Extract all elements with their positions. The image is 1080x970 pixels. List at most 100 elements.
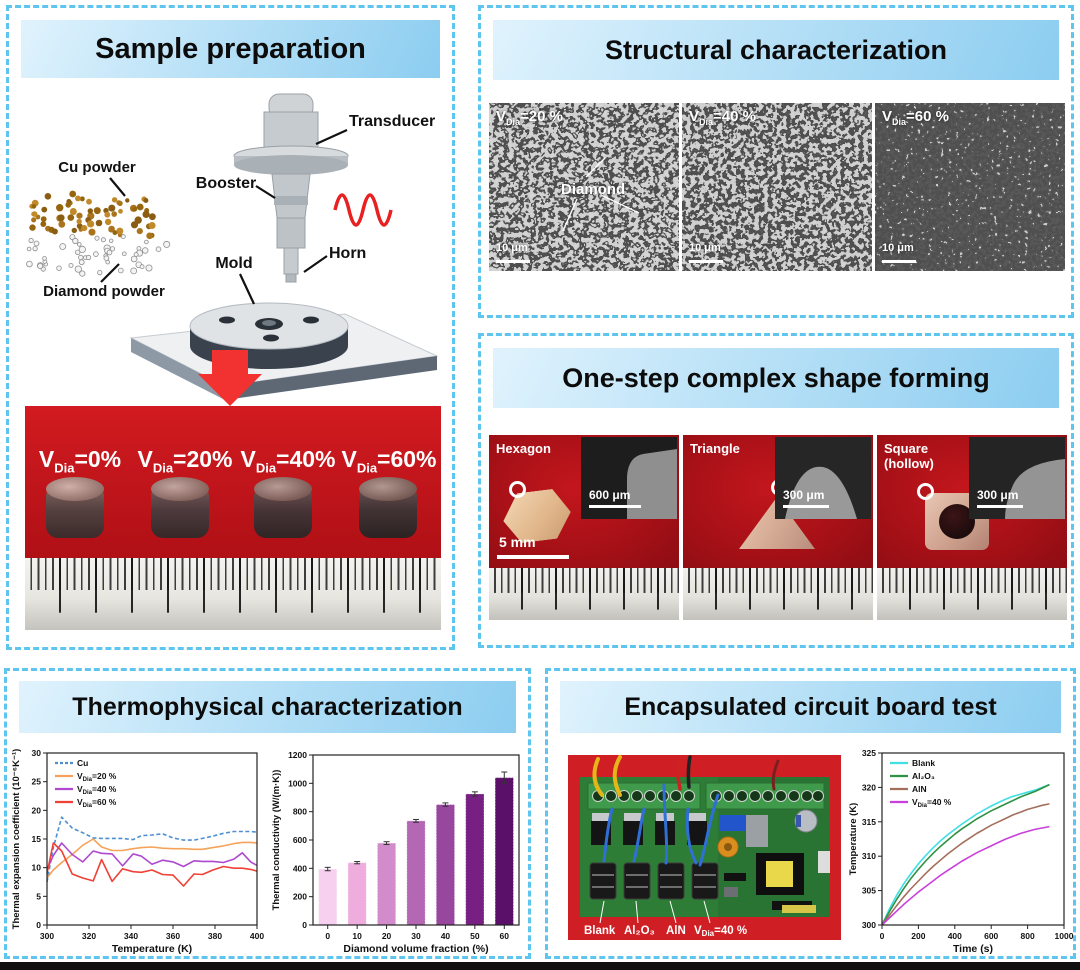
svg-text:325: 325 (862, 748, 876, 758)
sem-inset: 600 μm (581, 437, 677, 519)
svg-text:25: 25 (32, 777, 42, 787)
inset-scale-label: 300 μm (977, 488, 1018, 502)
svg-text:360: 360 (166, 931, 180, 941)
marker-ring-icon (509, 481, 526, 498)
board-temperature-chart: 0 200 400 600 800 1000 Blank Al₂O₃ AlN VDia=40 % 3… (846, 745, 1074, 957)
svg-text:380: 380 (208, 931, 222, 941)
svg-text:50: 50 (470, 931, 480, 941)
svg-text:1000: 1000 (1055, 931, 1074, 941)
svg-text:315: 315 (862, 817, 876, 827)
photo-background: 5 mm 600 μm Hexagon (489, 435, 679, 568)
ruler-photo (25, 558, 441, 630)
svg-text:300: 300 (40, 931, 54, 941)
svg-text:20: 20 (32, 805, 42, 815)
inset-image: 300 μm (775, 437, 871, 519)
mold-base (131, 303, 437, 400)
svg-text:30: 30 (32, 748, 42, 758)
label-diamond-powder: Diamond powder (43, 283, 165, 300)
panel-header: Structural characterization (493, 20, 1059, 80)
svg-text:200: 200 (911, 931, 925, 941)
svg-text:AlN: AlN (912, 784, 927, 794)
svg-text:600: 600 (984, 931, 998, 941)
svg-text:0: 0 (325, 931, 330, 941)
sample-label: VDia=0% (28, 446, 132, 476)
svg-text:800: 800 (1021, 931, 1035, 941)
panel-header: Sample preparation (21, 20, 440, 78)
svg-text:Thermal expansion coefficient: Thermal expansion coefficient (10⁻⁶K⁻¹) (11, 749, 22, 930)
sem-inset: 300 μm (775, 437, 871, 519)
shape-figure-hexagon: 5 mm 600 μm Hexagon (489, 435, 679, 620)
scale-bar (496, 260, 530, 263)
svg-text:Cu: Cu (77, 758, 88, 768)
inset-scale-label: 600 μm (589, 488, 630, 502)
shape-name: Square (hollow) (884, 441, 934, 471)
shape-name: Triangle (690, 441, 740, 456)
svg-text:0: 0 (880, 931, 885, 941)
cu-powder-dots (29, 191, 156, 240)
panel-title: Sample preparation (95, 33, 366, 66)
svg-text:0: 0 (302, 920, 307, 930)
svg-text:10: 10 (352, 931, 362, 941)
sem-inset: 300 μm (969, 437, 1065, 519)
sem-image-60pct: VDia=60 % 10 μm (875, 103, 1065, 271)
board-labels: Blank Al₂O₃ AlN VDia=40 % (584, 925, 747, 938)
photo-scale-label: 5 mm (499, 534, 536, 550)
inset-scale-bar (589, 505, 641, 508)
sample-cylinder (254, 488, 312, 538)
sample-label: VDia=40% (236, 446, 340, 476)
svg-text:200: 200 (293, 892, 307, 902)
panel-sample-preparation: Sample preparation (6, 5, 455, 650)
svg-text:1000: 1000 (288, 778, 307, 788)
sample-label: VDia=60% (337, 446, 441, 476)
svg-text:10: 10 (32, 863, 42, 873)
ultrasonic-press-diagram: Transducer Booster Horn Mold Cu powder D… (13, 86, 449, 412)
inset-image: 600 μm (581, 437, 677, 519)
svg-text:Temperature (K): Temperature (K) (112, 943, 192, 955)
svg-text:Thermal conductivity (W/(m·K)): Thermal conductivity (W/(m·K)) (271, 770, 282, 911)
photo-background: 300 μm Triangle (683, 435, 873, 568)
svg-text:Diamond volume fraction (%): Diamond volume fraction (%) (343, 943, 488, 955)
svg-text:VDia=40 %: VDia=40 % (77, 784, 117, 796)
panel-shape-forming: One-step complex shape forming 5 mm 600 … (478, 333, 1074, 648)
svg-text:15: 15 (32, 834, 42, 844)
svg-text:Blank: Blank (912, 758, 935, 768)
shape-name: Hexagon (496, 441, 551, 456)
diamond-powder-dots (27, 235, 170, 277)
svg-text:Temperature (K): Temperature (K) (848, 803, 859, 876)
svg-text:400: 400 (250, 931, 264, 941)
svg-text:20: 20 (382, 931, 392, 941)
svg-text:305: 305 (862, 886, 876, 896)
panel-circuit-board-test: Encapsulated circuit board test (545, 668, 1076, 959)
label-mold: Mold (215, 255, 252, 272)
panel-thermophysical: Thermophysical characterization 300 320 34… (4, 668, 531, 959)
svg-text:320: 320 (862, 782, 876, 792)
inset-image: 300 μm (969, 437, 1065, 519)
sample-cylinder (359, 488, 417, 538)
sem-image-20pct: VDia=20 % Diamond 10 μm (489, 103, 679, 271)
thermal-conductivity-chart: 0 10 20 30 40 50 60020040060080010001200Diamon… (269, 745, 529, 957)
label-horn: Horn (329, 245, 366, 262)
sem-label: VDia=40 % (689, 108, 756, 127)
ruler-photo (489, 568, 679, 620)
panel-title: One-step complex shape forming (562, 363, 990, 394)
svg-text:0: 0 (36, 920, 41, 930)
svg-text:VDia=20 %: VDia=20 % (77, 771, 117, 783)
inset-scale-bar (783, 505, 829, 508)
svg-text:400: 400 (948, 931, 962, 941)
panel-title: Structural characterization (605, 35, 947, 66)
sem-image-40pct: VDia=40 % 10 μm (682, 103, 872, 271)
panel-title: Encapsulated circuit board test (624, 693, 996, 722)
sem-label: VDia=60 % (882, 108, 949, 127)
panel-header: One-step complex shape forming (493, 348, 1059, 408)
svg-text:VDia=40 %: VDia=40 % (912, 797, 952, 809)
diamond-annotation: Diamond (561, 181, 625, 198)
board-label-al2o3: Al₂O₃ (624, 925, 655, 937)
photo-scale-bar (497, 555, 569, 559)
label-transducer: Transducer (349, 113, 435, 130)
board-label-blank: Blank (584, 925, 616, 937)
svg-text:320: 320 (82, 931, 96, 941)
shape-figure-triangle: 300 μm Triangle (683, 435, 873, 620)
ruler-photo (877, 568, 1067, 620)
svg-text:400: 400 (293, 863, 307, 873)
scale-bar-label: 10 μm (689, 242, 721, 254)
